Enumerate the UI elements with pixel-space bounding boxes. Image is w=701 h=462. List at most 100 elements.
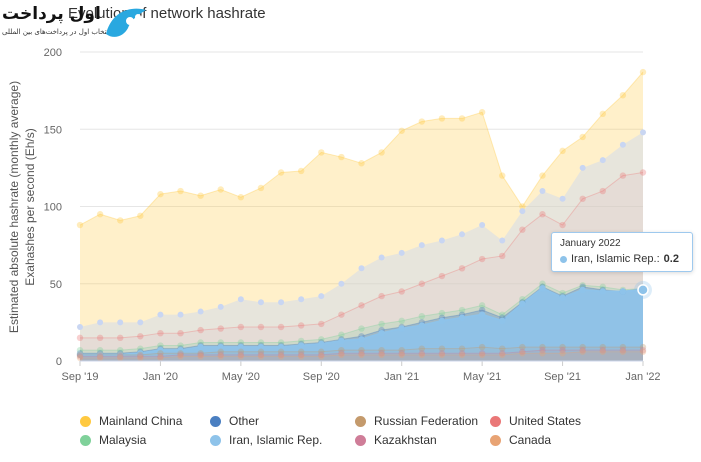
point-russian-federation[interactable] (277, 348, 285, 355)
point-united-states[interactable] (96, 334, 104, 342)
point-united-states[interactable] (478, 255, 486, 263)
point-canada[interactable] (157, 354, 164, 362)
point-mainland-china[interactable] (257, 184, 265, 192)
point-upper-band[interactable] (137, 319, 144, 326)
legend-item[interactable]: Malaysia (80, 433, 146, 447)
point-canada[interactable] (257, 353, 265, 360)
point-united-states[interactable] (619, 172, 627, 179)
point-canada[interactable] (378, 351, 385, 359)
point-russian-federation[interactable] (197, 350, 204, 357)
point-kazakhstan[interactable] (438, 350, 446, 357)
point-russian-federation[interactable] (338, 346, 345, 354)
point-malaysia[interactable] (559, 289, 566, 297)
point-united-states[interactable] (398, 288, 405, 295)
point-united-states[interactable] (117, 334, 124, 342)
point-upper-band[interactable] (278, 299, 285, 306)
point-iran-islamic-rep-[interactable] (478, 311, 486, 318)
point-iran-islamic-rep-[interactable] (418, 322, 426, 329)
point-united-states[interactable] (297, 322, 305, 329)
point-russian-federation[interactable] (157, 350, 164, 357)
point-upper-band[interactable] (257, 299, 264, 306)
point-canada[interactable] (398, 351, 405, 359)
legend-item[interactable]: Iran, Islamic Rep. (210, 433, 322, 447)
point-mainland-china[interactable] (318, 149, 325, 156)
point-mainland-china[interactable] (398, 127, 405, 134)
point-iran-islamic-rep-[interactable] (378, 329, 385, 337)
point-iran-islamic-rep-[interactable] (438, 317, 446, 325)
point-russian-federation[interactable] (599, 343, 606, 351)
point-iran-islamic-rep-[interactable] (177, 346, 184, 354)
point-kazakhstan[interactable] (639, 346, 647, 354)
point-malaysia[interactable] (318, 336, 325, 343)
point-iran-islamic-rep-[interactable] (137, 350, 144, 357)
point-iran-islamic-rep-[interactable] (358, 336, 365, 343)
point-upper-band[interactable] (117, 319, 124, 326)
point-kazakhstan[interactable] (117, 353, 124, 360)
point-russian-federation[interactable] (579, 343, 586, 351)
point-russian-federation[interactable] (117, 351, 124, 359)
point-united-states[interactable] (438, 272, 446, 280)
point-upper-band[interactable] (197, 308, 204, 315)
point-russian-federation[interactable] (519, 343, 526, 351)
point-iran-islamic-rep-[interactable] (117, 351, 124, 359)
point-canada[interactable] (458, 351, 466, 359)
point-canada[interactable] (96, 354, 104, 362)
point-mainland-china[interactable] (137, 212, 144, 219)
point-iran-islamic-rep-[interactable] (76, 351, 84, 359)
point-united-states[interactable] (378, 292, 385, 300)
point-mainland-china[interactable] (579, 133, 586, 141)
point-upper-band[interactable] (77, 324, 83, 331)
legend-item[interactable]: Canada (490, 433, 551, 447)
point-kazakhstan[interactable] (378, 350, 385, 357)
point-iran-islamic-rep-[interactable] (197, 343, 204, 351)
point-iran-islamic-rep-[interactable] (539, 285, 546, 292)
point-iran-islamic-rep-[interactable] (257, 343, 265, 351)
point-kazakhstan[interactable] (418, 350, 426, 357)
point-canada[interactable] (418, 351, 426, 359)
point-upper-band[interactable] (599, 157, 606, 164)
point-canada[interactable] (217, 353, 224, 360)
point-malaysia[interactable] (197, 339, 204, 346)
point-iran-islamic-rep-[interactable] (499, 317, 506, 325)
point-mainland-china[interactable] (619, 92, 627, 99)
point-canada[interactable] (519, 350, 526, 357)
point-canada[interactable] (237, 353, 245, 360)
point-kazakhstan[interactable] (297, 351, 305, 359)
point-united-states[interactable] (157, 329, 164, 337)
point-upper-band[interactable] (237, 296, 244, 303)
point-mainland-china[interactable] (599, 110, 606, 118)
point-upper-band[interactable] (358, 265, 365, 272)
point-mainland-china[interactable] (217, 186, 224, 193)
point-kazakhstan[interactable] (217, 351, 224, 359)
point-russian-federation[interactable] (96, 351, 104, 359)
point-upper-band[interactable] (398, 249, 405, 256)
point-russian-federation[interactable] (137, 351, 144, 359)
point-russian-federation[interactable] (478, 343, 486, 351)
point-kazakhstan[interactable] (197, 351, 204, 359)
point-upper-band[interactable] (378, 254, 385, 261)
point-kazakhstan[interactable] (579, 346, 586, 354)
point-canada[interactable] (499, 351, 506, 359)
point-russian-federation[interactable] (619, 343, 627, 351)
point-russian-federation[interactable] (438, 345, 446, 352)
point-malaysia[interactable] (338, 331, 345, 338)
point-upper-band[interactable] (97, 319, 104, 326)
point-russian-federation[interactable] (378, 346, 385, 354)
point-canada[interactable] (277, 353, 285, 360)
point-malaysia[interactable] (478, 302, 486, 309)
point-malaysia[interactable] (378, 320, 385, 328)
hover-point[interactable] (637, 284, 649, 296)
point-malaysia[interactable] (579, 282, 586, 289)
point-kazakhstan[interactable] (277, 351, 285, 359)
point-upper-band[interactable] (298, 296, 305, 303)
point-russian-federation[interactable] (358, 346, 365, 354)
point-united-states[interactable] (137, 333, 144, 340)
point-iran-islamic-rep-[interactable] (338, 337, 345, 345)
point-united-states[interactable] (539, 211, 546, 218)
point-russian-federation[interactable] (418, 345, 426, 352)
point-kazakhstan[interactable] (177, 351, 184, 359)
point-mainland-china[interactable] (499, 172, 506, 179)
point-united-states[interactable] (519, 226, 526, 233)
point-united-states[interactable] (559, 221, 566, 229)
point-canada[interactable] (297, 353, 305, 360)
